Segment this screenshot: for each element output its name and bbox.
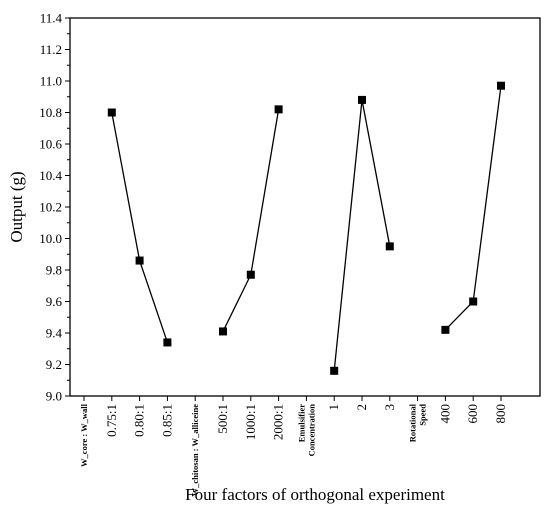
y-tick-label: 9.0 xyxy=(46,389,62,404)
data-point-marker xyxy=(246,270,255,279)
y-tick-label: 11.2 xyxy=(40,42,62,57)
y-tick-label: 9.6 xyxy=(46,294,63,309)
y-tick-label: 10.2 xyxy=(39,200,62,215)
data-point-marker xyxy=(385,242,394,251)
data-point-marker xyxy=(330,366,339,375)
y-tick-label: 9.4 xyxy=(46,326,63,341)
x-category-label: 0.75:1 xyxy=(104,404,119,437)
x-factor-header-label: W_core : W_wall xyxy=(79,403,89,467)
data-point-marker xyxy=(497,81,505,90)
series-line xyxy=(444,85,502,331)
data-point-marker xyxy=(107,108,116,117)
y-tick-label: 9.2 xyxy=(46,357,62,372)
series-line xyxy=(333,99,391,371)
x-factor-header-label: Speed xyxy=(418,404,428,426)
y-tick-label: 9.8 xyxy=(46,263,62,278)
x-category-label: 600 xyxy=(465,404,480,424)
y-tick-label: 11.0 xyxy=(40,74,62,89)
x-category-label: 800 xyxy=(493,404,508,424)
x-category-label: 2 xyxy=(354,404,369,411)
x-axis-ticks: W_core : W_wall 0.75:1 0.80:1 0.85:1 W_chito… xyxy=(79,396,508,496)
data-point-marker xyxy=(135,256,144,265)
x-category-label: 3 xyxy=(382,404,397,411)
data-point-marker xyxy=(469,297,478,306)
x-category-label: 2000:1 xyxy=(271,404,286,440)
data-point-marker xyxy=(274,105,283,114)
plot-frame xyxy=(69,17,541,397)
series-layer xyxy=(107,81,505,375)
x-factor-header-label: Concentration xyxy=(306,404,316,457)
y-tick-label: 11.4 xyxy=(40,11,63,26)
x-category-label: 1000:1 xyxy=(243,404,258,440)
x-axis-title: Four factors of orthogonal experiment xyxy=(185,485,445,504)
y-axis-title: Output (g) xyxy=(7,171,26,242)
x-category-label: 0.80:1 xyxy=(132,404,147,437)
x-factor-header-label: Emulsifier xyxy=(296,404,306,442)
y-tick-label: 10.0 xyxy=(39,231,62,246)
data-point-marker xyxy=(163,338,172,347)
data-point-marker xyxy=(358,95,366,104)
data-point-marker xyxy=(219,327,227,336)
y-tick-label: 10.4 xyxy=(39,168,62,183)
y-tick-label: 10.8 xyxy=(39,105,62,120)
x-factor-header-label: W_chitosan : W_alliceine xyxy=(190,404,200,497)
x-category-label: 1 xyxy=(326,404,341,411)
x-category-label: 400 xyxy=(437,404,452,424)
data-point-marker xyxy=(441,325,450,334)
x-factor-header-label: Rotational xyxy=(408,403,418,442)
y-tick-label: 10.6 xyxy=(39,137,62,152)
y-axis-ticks: 9.0 9.2 9.4 9.6 9.8 10.0 10.2 10.4 10.6 10.8 11.0 1… xyxy=(39,11,70,404)
series-line xyxy=(222,109,280,332)
x-category-label: 0.85:1 xyxy=(159,404,174,437)
x-category-label: 500:1 xyxy=(215,404,230,434)
series-line xyxy=(111,112,169,343)
